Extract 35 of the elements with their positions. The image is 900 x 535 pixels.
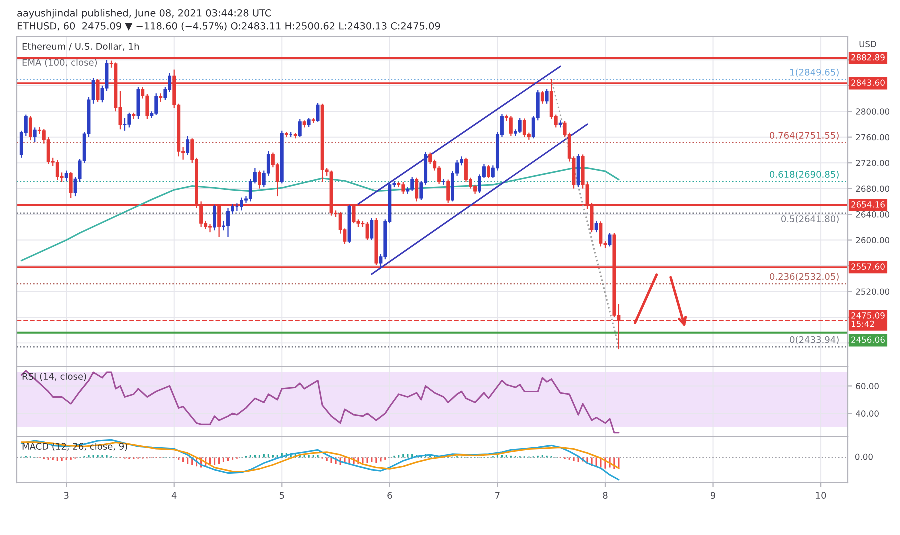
x-tick-label: 7 <box>496 492 500 499</box>
x-tick-label: 8 <box>603 492 608 500</box>
ref-line-label: 2557.60 <box>852 264 885 270</box>
y-tick-label: 40.00 <box>856 410 879 417</box>
x-tick-label: 5 <box>280 492 284 500</box>
x-tick-label: 9 <box>710 492 716 500</box>
y-tick-label: 2680.00 <box>856 186 890 192</box>
y-tick-label: 2520.00 <box>856 288 890 296</box>
ref-line-label: 2843.60 <box>852 80 885 86</box>
ref-line-label: 1(2849.65) <box>790 68 839 77</box>
y-tick-label: 2640.00 <box>856 212 890 218</box>
y-tick-label: 60.00 <box>856 383 879 390</box>
x-tick-label: 6 <box>388 492 392 500</box>
ref-line-label: 2654.16 <box>852 202 885 208</box>
x-tick-label: 3 <box>64 492 69 500</box>
text: EMA (100, close) <box>22 59 98 68</box>
ref-line-label: 0.236(2532.05) <box>770 273 839 282</box>
ref-line-label: 2475.09 15:42 <box>852 312 885 328</box>
y-tick-label: 2760.00 <box>856 134 890 141</box>
y-tick-label: 2720.00 <box>856 160 890 166</box>
y-axis-title: USD <box>860 41 876 48</box>
text: ETHUSD, 60 2475.09 ▼ −118.60 (−4.57%) O:2483.11 H:2500.62 L:2430.13 C:2475.09 <box>18 22 440 31</box>
text: aayushjindal published, June 08, 2021 03:44:28 UTC <box>18 9 272 19</box>
y-tick-label: 2600.00 <box>856 237 890 244</box>
y-tick-label: 2800.00 <box>856 108 890 115</box>
ref-line-label: 2456.06 <box>852 336 885 344</box>
ref-line-label: 0.764(2751.55) <box>770 132 839 140</box>
ref-line-label: 0.618(2690.85) <box>770 171 839 180</box>
x-tick-label: 4 <box>172 492 177 499</box>
x-tick-label: 10 <box>816 492 826 500</box>
text: Ethereum / U.S. Dollar, 1h <box>22 43 139 51</box>
ref-line-label: 2882.89 <box>852 54 885 61</box>
ref-line-label: 0.00 <box>855 454 873 460</box>
ref-line-label: 0(2433.94) <box>790 336 839 344</box>
ref-line-label: 0.5(2641.80) <box>782 215 839 224</box>
